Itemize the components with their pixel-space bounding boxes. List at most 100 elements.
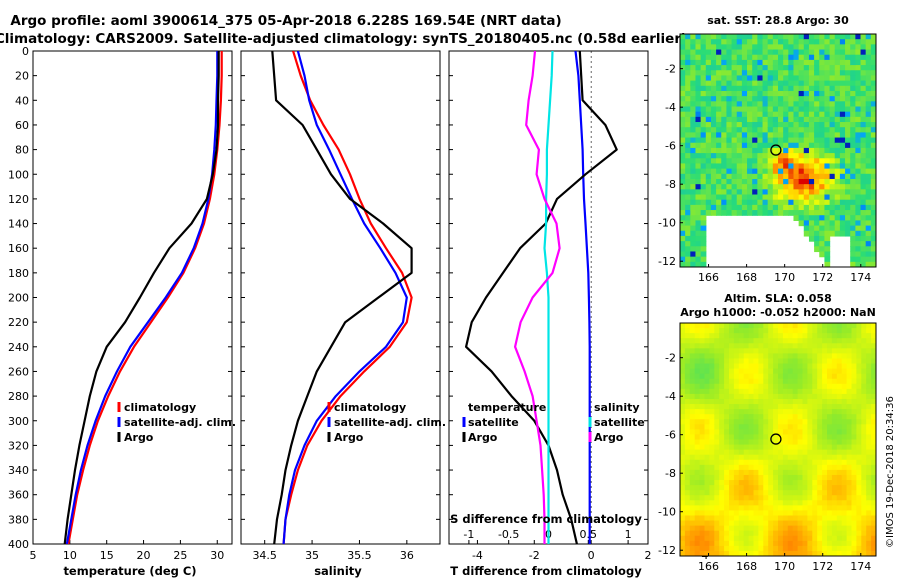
sst-cell <box>721 194 728 201</box>
sla-cell <box>851 530 857 537</box>
sst-cell <box>798 90 805 97</box>
sla-cell <box>719 530 725 537</box>
sst-cell <box>772 65 779 71</box>
sla-cell <box>827 520 833 527</box>
sst-cell <box>814 122 820 128</box>
sla-cell <box>822 368 828 375</box>
sst-cell <box>685 210 691 216</box>
sla-cell <box>768 510 774 517</box>
sst-cell <box>855 158 862 165</box>
sla-cell <box>851 353 857 360</box>
sst-cell <box>834 70 841 77</box>
sla-cell <box>689 550 696 556</box>
sla-cell <box>704 530 710 537</box>
sla-cell <box>802 323 808 329</box>
sla-cell <box>787 348 794 354</box>
sla-cell <box>758 404 764 410</box>
sla-cell <box>871 495 876 501</box>
sla-cell <box>851 393 857 400</box>
sla-cell <box>797 490 804 496</box>
sla-cell <box>802 424 808 430</box>
sla-cell <box>836 545 843 552</box>
sla-cell <box>748 414 755 420</box>
sst-cell <box>850 215 856 221</box>
sla-cell <box>768 459 774 466</box>
sla-cell <box>733 378 740 385</box>
sla-cell <box>733 348 740 354</box>
sst-cell <box>705 189 712 196</box>
sla-cell <box>778 550 784 556</box>
sla-cell <box>773 434 779 441</box>
sst-cell <box>741 70 748 77</box>
sla-cell <box>792 343 799 349</box>
sla-cell <box>719 348 725 354</box>
sst-cell <box>757 70 764 77</box>
sla-cell <box>866 434 872 441</box>
sst-cell <box>772 106 779 113</box>
sla-cell <box>738 490 745 496</box>
sla-cell <box>738 393 745 400</box>
sla-cell <box>738 388 745 395</box>
sst-cell <box>690 153 697 159</box>
sla-cell <box>841 469 848 476</box>
sst-cell <box>845 204 851 211</box>
sla-cell <box>778 353 784 360</box>
sst-cell <box>690 173 697 180</box>
sla-cell <box>743 490 750 496</box>
sla-cell <box>846 363 853 370</box>
sst-cell <box>819 241 826 247</box>
sst-cell <box>845 158 851 165</box>
sst-cell <box>726 80 733 87</box>
sla-cell <box>802 500 808 506</box>
sst-cell <box>803 147 810 154</box>
sst-cell <box>814 241 820 247</box>
sst-cell <box>803 106 810 113</box>
sst-cell <box>736 106 743 113</box>
sla-cell <box>738 525 745 532</box>
sla-cell <box>704 510 710 517</box>
sla-cell <box>792 545 799 552</box>
sla-cell <box>787 495 794 501</box>
sla-cell <box>807 338 813 344</box>
sst-cell <box>808 163 815 170</box>
sst-cell <box>700 106 707 113</box>
sla-cell <box>851 454 857 461</box>
sst-cell <box>855 246 862 253</box>
sst-cell <box>757 158 764 165</box>
sla-cell <box>773 378 779 385</box>
sst-cell <box>860 142 867 149</box>
sst-cell <box>721 153 728 159</box>
sst-cell <box>690 54 697 61</box>
sla-cell <box>856 540 862 547</box>
sst-cell <box>808 225 815 232</box>
tdiff-xlabel: T difference from climatology <box>450 564 642 578</box>
sst-cell <box>721 168 728 175</box>
sst-cell <box>803 70 810 77</box>
sst-cell <box>798 142 805 149</box>
sst-cell <box>870 256 876 263</box>
sla-cell <box>753 474 759 481</box>
sla-cell <box>763 550 769 556</box>
sla-cell <box>827 373 833 380</box>
sst-cell <box>839 168 846 175</box>
sla-cell <box>773 409 779 415</box>
sla-cell <box>714 449 720 456</box>
sla-cell <box>729 500 735 506</box>
sst-cell <box>741 49 748 56</box>
sla-cell <box>841 398 848 405</box>
sst-cell <box>685 85 691 92</box>
sst-cell <box>695 184 702 190</box>
sst-cell <box>793 210 800 216</box>
sla-cell <box>743 409 750 415</box>
sst-cell <box>778 210 784 216</box>
sla-cell <box>733 545 740 552</box>
sst-cell <box>731 39 738 45</box>
sst-cell <box>731 44 738 51</box>
sla-cell <box>704 409 710 415</box>
sst-cell <box>680 153 686 159</box>
sla-cell <box>792 429 799 436</box>
sla-cell <box>836 434 843 441</box>
sst-cell <box>845 184 851 190</box>
sst-cell <box>690 70 697 77</box>
sst-cell <box>865 70 872 77</box>
